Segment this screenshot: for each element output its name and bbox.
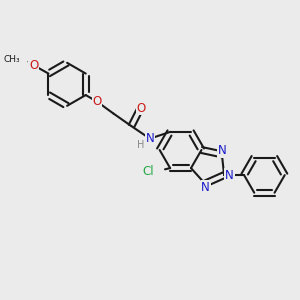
Text: O: O [29,59,38,72]
Text: N: N [146,132,154,145]
Text: CH₃: CH₃ [4,55,20,64]
Text: O: O [136,102,146,115]
Text: O: O [92,95,102,108]
Text: H: H [137,140,145,150]
Text: Cl: Cl [142,165,154,178]
Text: N: N [218,144,227,157]
Text: N: N [225,169,234,182]
Text: N: N [201,181,210,194]
